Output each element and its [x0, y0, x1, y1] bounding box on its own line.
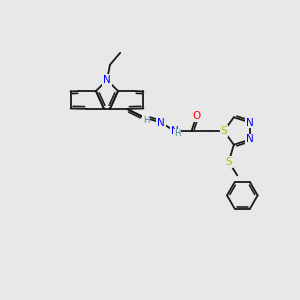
Text: N: N: [103, 75, 111, 85]
Text: S: S: [225, 157, 232, 167]
Text: H: H: [143, 116, 149, 125]
Text: N: N: [246, 118, 254, 128]
Text: N: N: [157, 118, 165, 128]
Text: N: N: [103, 75, 111, 85]
Text: H: H: [174, 130, 181, 139]
Text: S: S: [220, 126, 227, 136]
Text: S: S: [220, 126, 227, 136]
Text: N: N: [171, 126, 178, 136]
Text: N: N: [246, 134, 254, 145]
Text: O: O: [193, 111, 201, 121]
